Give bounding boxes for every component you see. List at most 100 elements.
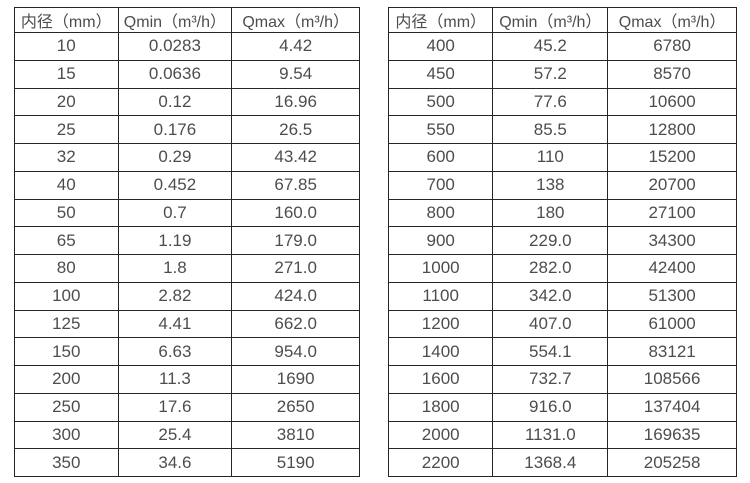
table-cell: 100	[14, 281, 119, 311]
table-cell: 229.0	[492, 226, 609, 255]
table-cell: 110	[492, 143, 609, 172]
table-row: 100 2.82 424.0	[14, 281, 360, 311]
table-cell: 250	[14, 392, 119, 422]
table-cell: 125	[14, 309, 119, 339]
table-cell: 916.0	[492, 392, 609, 422]
table-cell: 25	[14, 115, 119, 144]
table-cell: 6780	[607, 32, 737, 61]
table-cell: 0.452	[117, 170, 233, 200]
table-cell: 4.41	[117, 309, 233, 339]
table-cell: 169635	[607, 420, 737, 450]
table-cell: 0.12	[117, 87, 233, 117]
table-cell: 342.0	[492, 281, 609, 311]
table-row: 200 11.3 1690	[14, 365, 360, 394]
table-cell: 10600	[607, 87, 737, 117]
table-cell: 407.0	[492, 309, 609, 339]
table-cell: 4.42	[231, 32, 360, 61]
table-cell: 0.7	[117, 198, 233, 228]
table-cell: 1100	[387, 281, 494, 311]
table-cell: 179.0	[231, 226, 360, 255]
table-cell: 1690	[231, 365, 360, 394]
table-cell: 51300	[607, 281, 737, 311]
table-row: 15 0.0636 9.54	[14, 59, 360, 89]
table-cell: 2000	[387, 420, 494, 450]
table-cell: 85.5	[492, 115, 609, 144]
table-row: 50 0.7 160.0	[14, 198, 360, 228]
table-cell: 150	[14, 337, 119, 366]
table-cell: 205258	[607, 448, 737, 477]
table-cell: 45.2	[492, 32, 609, 61]
table-row: 2000 1131.0 169635	[387, 420, 737, 450]
table-cell: 1.8	[117, 254, 233, 283]
table-row: 400 45.2 6780	[387, 32, 737, 61]
table-row: 25 0.176 26.5	[14, 115, 360, 144]
table-cell: 1200	[387, 309, 494, 339]
table-cell: 77.6	[492, 87, 609, 117]
table-row: 1400 554.1 83121	[387, 337, 737, 366]
table-cell: 57.2	[492, 59, 609, 89]
table-cell: 1368.4	[492, 448, 609, 477]
table-cell: 700	[387, 170, 494, 200]
table-row: 600 110 15200	[387, 143, 737, 172]
table-cell: 1000	[387, 254, 494, 283]
table-cell: 0.176	[117, 115, 233, 144]
table-row: 40 0.452 67.85	[14, 170, 360, 200]
table-row: 2200 1368.4 205258	[387, 448, 737, 477]
table-row: 250 17.6 2650	[14, 392, 360, 422]
table-row: 350 34.6 5190	[14, 448, 360, 477]
table-cell: 424.0	[231, 281, 360, 311]
table-cell: 26.5	[231, 115, 360, 144]
table-cell: 554.1	[492, 337, 609, 366]
table-cell: 9.54	[231, 59, 360, 89]
table-cell: 0.0283	[117, 32, 233, 61]
table-row: 550 85.5 12800	[387, 115, 737, 144]
table-cell: 27100	[607, 198, 737, 228]
table-cell: 400	[387, 32, 494, 61]
table-cell: 0.29	[117, 143, 233, 172]
table-cell: 5190	[231, 448, 360, 477]
table-cell: 2200	[387, 448, 494, 477]
table-cell: 180	[492, 198, 609, 228]
table-row: 10 0.0283 4.42	[14, 32, 360, 61]
column-header: 内径（mm）	[387, 7, 494, 33]
table-cell: 600	[387, 143, 494, 172]
column-header: 内径（mm）	[14, 7, 119, 33]
table-cell: 8570	[607, 59, 737, 89]
table-cell: 83121	[607, 337, 737, 366]
table-cell: 282.0	[492, 254, 609, 283]
table-cell: 1800	[387, 392, 494, 422]
table-cell: 42400	[607, 254, 737, 283]
table-row: 150 6.63 954.0	[14, 337, 360, 366]
table-cell: 732.7	[492, 365, 609, 394]
table-cell: 1600	[387, 365, 494, 394]
table-cell: 20	[14, 87, 119, 117]
header-row: 内径（mm） Qmin（m³/h） Qmax（m³/h）	[387, 7, 737, 33]
column-header: Qmax（m³/h）	[231, 7, 360, 33]
table-cell: 6.63	[117, 337, 233, 366]
table-row: 20 0.12 16.96	[14, 87, 360, 117]
table-row: 300 25.4 3810	[14, 420, 360, 450]
table-row: 500 77.6 10600	[387, 87, 737, 117]
table-cell: 67.85	[231, 170, 360, 200]
table-row: 1600 732.7 108566	[387, 365, 737, 394]
table-cell: 40	[14, 170, 119, 200]
table-cell: 11.3	[117, 365, 233, 394]
table-cell: 10	[14, 32, 119, 61]
table-cell: 137404	[607, 392, 737, 422]
table-cell: 32	[14, 143, 119, 172]
table-cell: 2.82	[117, 281, 233, 311]
table-cell: 300	[14, 420, 119, 450]
table-row: 900 229.0 34300	[387, 226, 737, 255]
table-cell: 3810	[231, 420, 360, 450]
table-cell: 900	[387, 226, 494, 255]
table-cell: 34300	[607, 226, 737, 255]
table-row: 80 1.8 271.0	[14, 254, 360, 283]
table-row: 32 0.29 43.42	[14, 143, 360, 172]
table-row: 450 57.2 8570	[387, 59, 737, 89]
table-cell: 34.6	[117, 448, 233, 477]
table-cell: 17.6	[117, 392, 233, 422]
table-row: 800 180 27100	[387, 198, 737, 228]
flow-spec-table-small-diameters: 内径（mm） Qmin（m³/h） Qmax（m³/h） 10 0.0283 4.42 1…	[14, 7, 360, 477]
table-cell: 50	[14, 198, 119, 228]
table-cell: 16.96	[231, 87, 360, 117]
